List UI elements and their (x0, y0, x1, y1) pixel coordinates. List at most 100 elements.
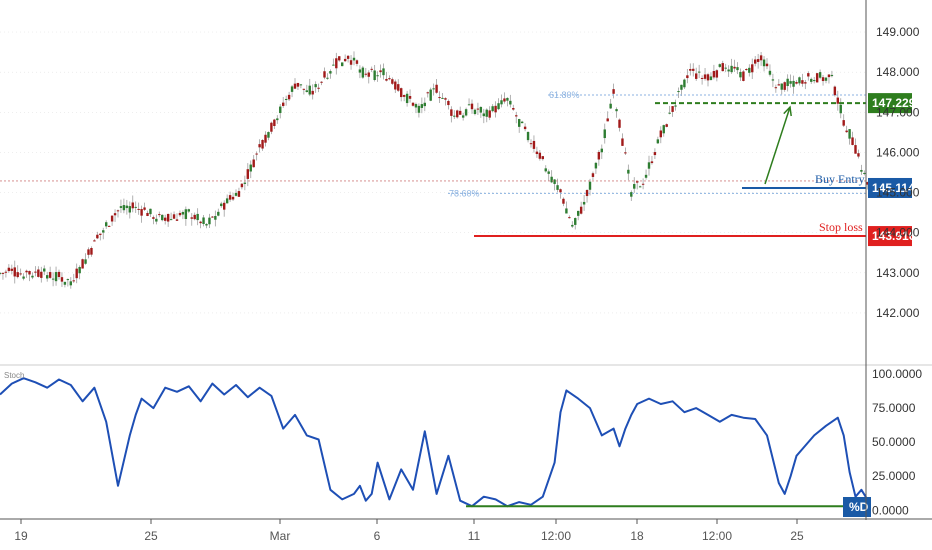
candle-body (134, 206, 137, 208)
candle-body (51, 278, 55, 280)
candle-body (839, 104, 842, 114)
candle-body (140, 209, 143, 216)
candle-body (833, 86, 837, 96)
candle-body (479, 106, 483, 113)
candle-body (441, 97, 444, 99)
price-grid (0, 31, 866, 314)
candle-body (414, 104, 418, 108)
candle-body (647, 162, 651, 169)
candle-body (196, 213, 199, 221)
candle-body (529, 143, 533, 145)
candle-body (742, 71, 745, 81)
candle-body (16, 272, 19, 278)
candle-body (739, 71, 742, 78)
candle-body (538, 152, 542, 159)
candle-body (600, 148, 603, 153)
candle-body (568, 217, 571, 219)
candle-body (470, 103, 474, 110)
stochastic-corner-label: Stoch (4, 371, 24, 380)
candle-body (860, 169, 863, 172)
candle-body (836, 97, 839, 104)
candle-body (205, 224, 208, 226)
x-tick-label: 6 (374, 529, 381, 543)
candle-body (810, 78, 813, 82)
candle-body (461, 115, 465, 118)
candle-body (302, 88, 306, 90)
candle-body (161, 214, 164, 221)
stoch-tick-label: 0.0000 (872, 503, 909, 517)
candle-body (863, 172, 866, 174)
candle-body (417, 105, 421, 113)
candle-body (467, 104, 471, 106)
candle-body (264, 134, 267, 143)
price-badge-label: 147.229 (872, 96, 916, 110)
candle-body (559, 189, 562, 193)
candle-body (78, 267, 81, 274)
candle-body (830, 74, 834, 77)
candle-body (22, 276, 25, 279)
candle-body (332, 64, 335, 66)
candle-body (535, 151, 539, 155)
candle-body (102, 230, 105, 233)
candle-body (217, 211, 220, 216)
candle-body (644, 174, 648, 178)
candle-body (423, 102, 426, 107)
candle-body (807, 73, 810, 77)
candle-body (695, 73, 698, 79)
candle-body (137, 208, 140, 210)
candle-body (550, 176, 553, 183)
candle-body (367, 72, 370, 77)
candle-body (282, 102, 285, 107)
candle-body (656, 139, 660, 144)
candle-body (727, 69, 730, 72)
candle-body (46, 275, 49, 279)
candle-body (845, 130, 848, 133)
candle-body (19, 273, 22, 275)
candle-body (650, 161, 654, 164)
buy-entry-label: Buy Entry (815, 172, 865, 186)
candle-body (677, 91, 680, 93)
candle-body (420, 104, 424, 108)
candle-body (497, 103, 500, 110)
x-tick-label: 25 (144, 529, 158, 543)
candle-body (857, 153, 860, 157)
candle-body (544, 168, 547, 172)
candle-body (34, 271, 37, 273)
candle-body (706, 74, 710, 81)
candle-body (659, 130, 662, 138)
candle-body (96, 234, 99, 239)
candle-body (341, 62, 344, 67)
candle-body (621, 138, 624, 146)
candle-body (792, 80, 795, 87)
candle-body (276, 118, 279, 121)
candle-body (515, 115, 518, 117)
candle-body (376, 75, 379, 77)
candle-body (827, 74, 831, 78)
candle-body (813, 80, 816, 82)
x-tick-label: 25 (790, 529, 804, 543)
candle-body (193, 214, 196, 220)
candle-body (700, 77, 704, 79)
candle-body (116, 210, 120, 212)
candle-body (565, 208, 568, 214)
candle-body (358, 69, 362, 73)
candle-body (338, 56, 341, 61)
candle-body (848, 129, 851, 139)
candle-body (125, 205, 129, 209)
candle-body (28, 271, 31, 275)
candle-body (208, 217, 211, 225)
candle-body (355, 60, 359, 64)
candle-body (81, 259, 84, 269)
x-tick-label: Mar (270, 529, 291, 543)
candle-body (453, 115, 456, 117)
candle-body (777, 84, 780, 86)
candle-body (783, 82, 786, 90)
candle-body (149, 208, 152, 215)
candle-body (609, 103, 612, 109)
candle-body (488, 110, 491, 118)
candle-body (143, 207, 146, 210)
candle-body (54, 272, 58, 282)
stoch-tick-label: 50.0000 (872, 435, 916, 449)
candle-body (131, 202, 134, 209)
